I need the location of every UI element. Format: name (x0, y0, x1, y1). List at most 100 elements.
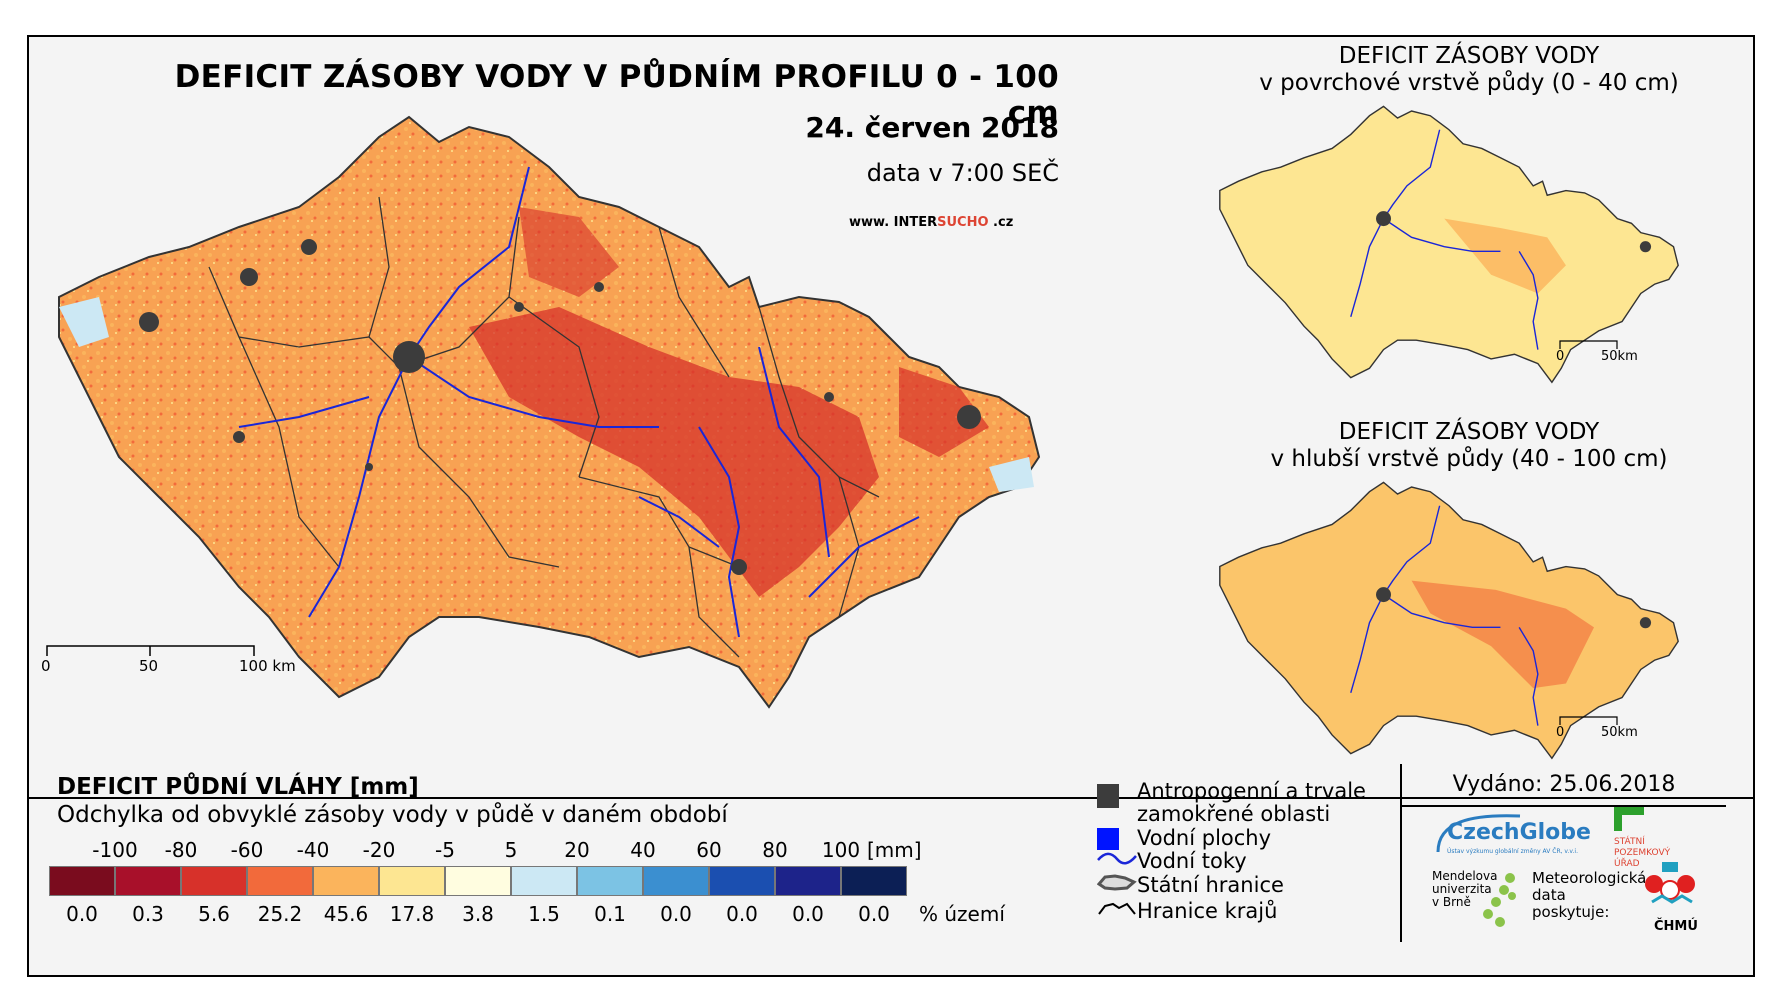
czechglobe-logo-arc (1436, 814, 1521, 853)
legend-swatch-7 (511, 866, 577, 896)
mendel-logo-dots (1483, 873, 1516, 927)
legend-title: DEFICIT PŮDNÍ VLÁHY [mm] (57, 774, 419, 800)
legend-tick-6: 5 (504, 838, 518, 862)
anthropogenic-areas (139, 239, 981, 575)
czechglobe-subtitle: Ústav výzkumu globální změny AV ČR, v.v.… (1447, 848, 1578, 855)
legend-percent-11: 0.0 (792, 902, 824, 926)
main-title: DEFICIT ZÁSOBY VODY V PŮDNÍM PROFILU 0 -… (174, 59, 1059, 131)
water-bodies-symbol (1097, 828, 1119, 850)
legend-percent-7: 1.5 (528, 902, 560, 926)
wet-area-east (989, 457, 1034, 492)
deficit-hotspot-northeast (899, 367, 989, 457)
region-border-symbol (1098, 902, 1136, 915)
state-border-symbol (1097, 874, 1137, 891)
mendel-line-1: Mendelova (1432, 869, 1498, 883)
inset-top-scale-50: 50km (1601, 349, 1638, 364)
spu-line-3: ÚŘAD (1614, 859, 1640, 869)
river-symbol (1097, 852, 1137, 865)
legend-percent-unit: % území (919, 902, 1005, 926)
issued-divider (1402, 805, 1726, 807)
legend-swatch-12 (841, 866, 907, 896)
key-region-border: Hranice krajů (1137, 899, 1278, 923)
issued-date: Vydáno: 25.06.2018 (1452, 772, 1676, 797)
legend-swatch-1 (115, 866, 181, 896)
data-time: data v 7:00 SEČ (866, 159, 1059, 187)
legend-percent-4: 45.6 (323, 902, 369, 926)
rivers (238, 166, 920, 638)
legend-percent-6: 3.8 (462, 902, 494, 926)
website-highlight: SUCHO (937, 215, 989, 230)
website-suffix: .cz (988, 215, 1014, 230)
legend-divider (29, 797, 1753, 799)
legend-tick-8: 40 (630, 838, 656, 862)
inset-top-scale-0: 0 (1556, 349, 1565, 364)
website-link[interactable]: www. INTERSUCHO .cz (849, 215, 1013, 230)
inset-bottom-map (1219, 481, 1679, 760)
legend-tick-4: -20 (362, 838, 396, 862)
inset-top-title: DEFICIT ZÁSOBY VODY v povrchové vrstvě p… (1209, 43, 1729, 97)
main-scale-label-50: 50 (139, 657, 159, 675)
mendel-line-3: v Brně (1432, 895, 1471, 909)
inset-bottom-scale-bar (1559, 716, 1618, 725)
met-line-3: poskytuje: (1532, 903, 1610, 921)
legend-tick-10: 80 (762, 838, 788, 862)
legend-percent-3: 25.2 (257, 902, 303, 926)
legend-tick-2: -60 (230, 838, 264, 862)
website-prefix: www. INTER (849, 215, 938, 230)
chmu-logo-text: ČHMÚ (1654, 919, 1698, 934)
legend-tick-9: 60 (696, 838, 722, 862)
legend-percent-5: 17.8 (389, 902, 435, 926)
met-line-2: data (1532, 886, 1566, 904)
mendel-logo-text: Mendelova univerzita v Brně (1432, 870, 1497, 909)
inset-bottom-scale-50: 50km (1601, 725, 1638, 740)
legend-tick-7: 20 (564, 838, 590, 862)
legend-swatch-8 (577, 866, 643, 896)
legend-swatch-10 (709, 866, 775, 896)
spu-line-1: STÁTNÍ (1614, 837, 1645, 847)
footer-divider (1400, 764, 1402, 942)
key-anthropogenic-line1: Antropogenní a trvale (1137, 779, 1366, 803)
legend-swatch-11 (775, 866, 841, 896)
legend-percent-0: 0.0 (66, 902, 98, 926)
legend-percent-9: 0.0 (660, 902, 692, 926)
inset-top-scale-bar (1559, 340, 1618, 349)
key-state-border: Státní hranice (1137, 873, 1284, 897)
legend-percent-2: 5.6 (198, 902, 230, 926)
key-rivers: Vodní toky (1137, 849, 1247, 873)
mendel-line-2: univerzita (1432, 882, 1492, 896)
wet-area-west (59, 297, 109, 347)
legend-tick-1: -80 (164, 838, 198, 862)
legend-subtitle: Odchylka od obvyklé zásoby vody v půdě v… (57, 802, 728, 828)
spu-line-2: POZEMKOVÝ (1614, 848, 1671, 858)
legend-tick-3: -40 (296, 838, 330, 862)
met-line-1: Meteorologická (1532, 869, 1647, 887)
legend-swatch-6 (445, 866, 511, 896)
deficit-hotspot-north (519, 207, 619, 297)
met-data-provider: Meteorologická data poskytuje: (1532, 870, 1646, 921)
legend-swatch-4 (313, 866, 379, 896)
main-date: 24. červen 2018 (805, 111, 1059, 144)
legend-tick-0: -100 (92, 838, 138, 862)
czechglobe-logo: CzechGlobe (1447, 820, 1591, 845)
key-anthropogenic-line2: zamokřené oblasti (1137, 802, 1331, 826)
legend-swatch-2 (181, 866, 247, 896)
inset-top-title-line2: v povrchové vrstvě půdy (0 - 40 cm) (1259, 70, 1679, 96)
map-area: DEFICIT ZÁSOBY VODY V PŮDNÍM PROFILU 0 -… (29, 37, 1753, 797)
anthropogenic-symbol (1097, 784, 1119, 808)
key-water-bodies: Vodní plochy (1137, 826, 1272, 850)
main-map (58, 115, 1041, 709)
deficit-hotspot-central (469, 307, 879, 597)
inset-top-title-line1: DEFICIT ZÁSOBY VODY (1338, 43, 1600, 69)
map-poster: DEFICIT ZÁSOBY VODY V PŮDNÍM PROFILU 0 -… (27, 35, 1755, 977)
legend-tick-11: 100 (821, 838, 861, 862)
legend-percent-10: 0.0 (726, 902, 758, 926)
legend-swatch-5 (379, 866, 445, 896)
chmu-logo-mark (1645, 862, 1695, 904)
spu-logo-mark (1614, 807, 1644, 831)
inset-bottom-title-line2: v hlubší vrstvě půdy (40 - 100 cm) (1270, 446, 1668, 472)
legend-swatch-3 (247, 866, 313, 896)
inset-bottom-title: DEFICIT ZÁSOBY VODY v hlubší vrstvě půdy… (1209, 419, 1729, 473)
legend-tick-5: -5 (435, 838, 455, 862)
main-scale-label-0: 0 (41, 657, 51, 675)
legend-percent-8: 0.1 (594, 902, 626, 926)
